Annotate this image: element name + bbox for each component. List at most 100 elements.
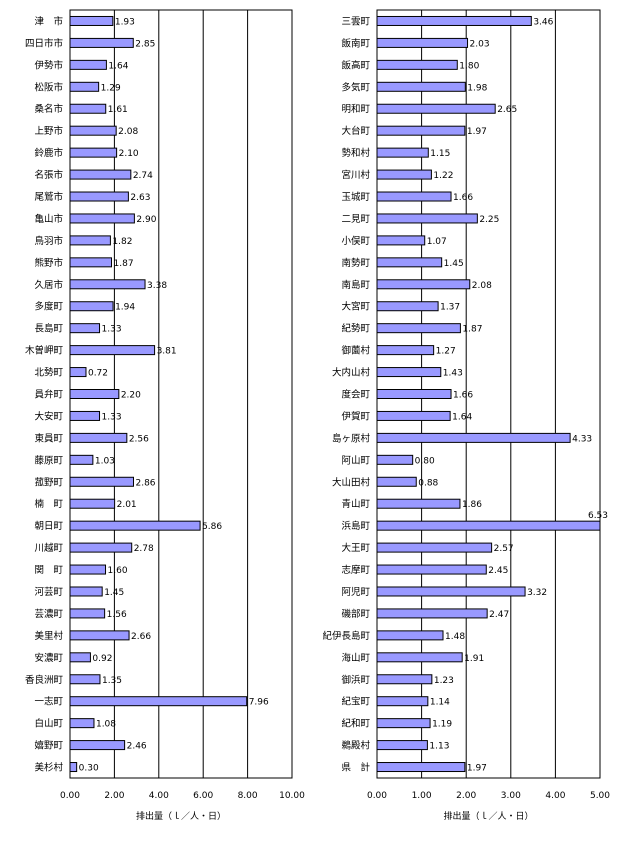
right-category-label: 度会町	[341, 389, 370, 401]
right-value-label: 2.08	[472, 281, 492, 291]
left-value-label: 1.61	[108, 105, 128, 115]
right-chart-panel: 0.00 1.00 2.00 3.00 4.00 5.00 排出量（ｌ／人・日） 三雲町 3.4…	[322, 9, 610, 822]
right-value-label: 3.32	[527, 588, 547, 598]
right-bar	[376, 542, 493, 553]
right-value-label: 1.97	[467, 127, 487, 137]
left-value-label: 1.33	[102, 325, 122, 335]
right-category-label: 伊賀町	[341, 410, 370, 422]
right-bar	[376, 608, 488, 619]
right-category-label: 御浜町	[341, 674, 370, 686]
right-value-label: 1.91	[464, 654, 484, 664]
left-value-label: 1.93	[115, 17, 135, 27]
left-bar	[69, 564, 107, 575]
left-category-label: 上野市	[34, 125, 63, 137]
left-x-tick-label: 8.00	[238, 791, 258, 801]
right-x-axis-title: 排出量（ｌ／人・日）	[443, 810, 533, 822]
left-value-label: 2.46	[127, 742, 147, 752]
right-category-label: 勢和村	[341, 147, 370, 159]
right-bar	[376, 652, 463, 663]
left-value-label: 7.96	[249, 698, 269, 708]
right-x-tick-label: 2.00	[456, 791, 476, 801]
left-category-label: 四日市市	[25, 37, 64, 49]
left-bar	[69, 652, 91, 663]
left-category-label: 一志町	[34, 696, 63, 708]
right-category-label: 二見町	[341, 214, 370, 225]
left-bar	[69, 740, 126, 751]
left-bar	[69, 257, 113, 268]
right-bar	[376, 454, 414, 465]
left-category-label: 津 市	[34, 15, 63, 27]
right-bar	[376, 81, 466, 92]
left-value-label: 1.45	[104, 588, 124, 598]
right-x-tick-label: 5.00	[590, 791, 610, 801]
left-bar	[69, 279, 146, 290]
left-value-label: 1.08	[96, 720, 116, 730]
left-x-axis-title: 排出量（ｌ／人・日）	[136, 810, 226, 822]
right-bar	[376, 37, 469, 48]
right-category-label: 紀伊長島町	[322, 630, 370, 642]
right-value-label: 1.80	[459, 61, 479, 71]
right-category-label: 阿山町	[341, 455, 370, 466]
left-category-label: 河芸町	[34, 586, 63, 598]
right-bar	[376, 718, 431, 729]
right-category-label: 明和町	[341, 104, 370, 115]
right-value-label: 4.33	[572, 434, 592, 444]
left-category-label: 尾鷲市	[34, 191, 63, 203]
right-x-tick-label: 3.00	[501, 791, 521, 801]
right-value-label: 1.45	[444, 259, 464, 269]
left-bar	[69, 410, 101, 421]
right-category-label: 鵜殿村	[341, 740, 370, 752]
left-category-label: 菰野町	[34, 476, 63, 488]
right-value-label: 2.45	[488, 566, 508, 576]
right-bar	[376, 630, 444, 641]
right-category-label: 紀和町	[341, 718, 370, 730]
left-value-label: 3.81	[157, 347, 177, 357]
left-value-label: 1.35	[102, 676, 122, 686]
left-value-label: 2.78	[134, 544, 154, 554]
right-category-label: 紀勢町	[341, 323, 370, 335]
left-category-label: 美里村	[34, 630, 63, 642]
left-category-label: 嬉野町	[34, 740, 63, 752]
right-category-label: 玉城町	[341, 192, 370, 203]
left-bar	[69, 147, 118, 158]
right-value-label: 1.15	[430, 149, 450, 159]
left-value-label: 2.86	[135, 478, 155, 488]
left-bar	[69, 15, 114, 26]
right-value-label: 1.87	[462, 325, 482, 335]
right-value-label: 0.80	[415, 456, 435, 466]
right-value-label: 1.37	[440, 303, 460, 313]
right-category-label: 南勢町	[341, 257, 370, 269]
left-chart-panel: 0.00 2.00 4.00 6.00 8.00 10.00 排出量（ｌ／人・日） 津 市 1.…	[25, 9, 305, 822]
right-category-label: 大山田村	[332, 476, 371, 488]
left-bar	[69, 169, 132, 180]
right-bar	[376, 367, 442, 378]
left-value-label: 2.01	[117, 500, 137, 510]
right-category-label: 磯部町	[341, 608, 370, 620]
left-value-label: 2.10	[119, 149, 139, 159]
left-value-label: 2.63	[130, 193, 150, 203]
right-bar	[376, 586, 526, 597]
left-category-label: 藤原町	[34, 454, 63, 466]
left-bar	[69, 37, 134, 48]
left-bar	[69, 213, 135, 224]
left-bar	[69, 235, 111, 246]
left-bar	[69, 520, 201, 531]
left-category-label: 伊勢市	[34, 59, 63, 71]
left-bar	[69, 432, 128, 443]
right-value-label: 2.47	[489, 610, 509, 620]
right-value-label: 0.88	[418, 478, 438, 488]
left-bar	[69, 59, 107, 70]
left-value-label: 0.72	[88, 369, 108, 379]
left-value-label: 5.86	[202, 522, 222, 532]
left-category-label: 熊野市	[34, 257, 63, 269]
left-bar	[69, 542, 133, 553]
left-x-tick-label: 0.00	[60, 791, 80, 801]
left-category-label: 楠 町	[34, 498, 63, 510]
left-value-label: 1.56	[107, 610, 127, 620]
left-category-label: 大安町	[34, 410, 63, 422]
left-value-label: 1.29	[101, 83, 121, 93]
left-x-tick-label: 6.00	[193, 791, 213, 801]
right-bar	[376, 564, 487, 575]
left-value-label: 2.74	[133, 171, 153, 181]
right-value-label: 1.66	[453, 391, 473, 401]
